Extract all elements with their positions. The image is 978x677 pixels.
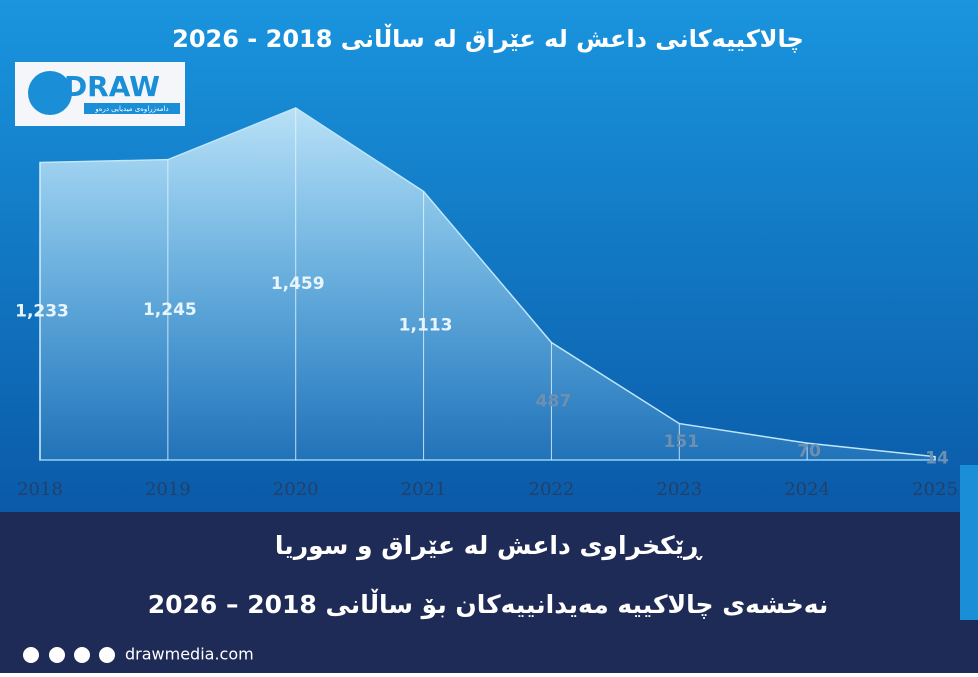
x-tick-label: 2025 [912, 479, 958, 500]
value-label: 487 [536, 391, 572, 411]
chart-title: چالاکییەکانی داعش لە عێراق لە ساڵانی 201… [172, 23, 804, 53]
logo-mark [28, 71, 72, 115]
x-tick-label: 2018 [17, 479, 63, 500]
tiktok-icon [99, 647, 115, 663]
chart: 1,233 2018 1,245 2019 1,459 2020 1,113 2021 487 2… [15, 107, 958, 500]
side-accent [960, 465, 978, 620]
bottom-band [0, 512, 978, 673]
logo-tagline-bar [84, 103, 180, 114]
x-tick-label: 2024 [784, 479, 830, 500]
value-label: 1,245 [143, 300, 197, 320]
value-label: 151 [664, 432, 700, 452]
twitter-icon [74, 647, 90, 663]
x-tick-label: 2021 [401, 479, 447, 500]
subheadline: نەخشەی چالاکییە مەیدانییەکان بۆ ساڵانی 2… [148, 588, 829, 620]
x-tick-label: 2022 [529, 479, 575, 500]
social-icons [23, 647, 115, 663]
value-label: 70 [797, 442, 821, 462]
value-label: 14 [925, 448, 949, 468]
x-tick-label: 2020 [273, 479, 319, 500]
logo-tagline: دامەزراوەی میدیایی درەو [94, 105, 168, 113]
x-tick-label: 2023 [656, 479, 702, 500]
facebook-icon [23, 647, 39, 663]
x-tick-label: 2019 [145, 479, 191, 500]
value-label: 1,459 [271, 274, 325, 294]
value-label: 1,113 [399, 316, 453, 336]
value-label: 1,233 [15, 301, 69, 321]
website: drawmedia.com [125, 645, 254, 664]
logo-name: DRAW [64, 70, 160, 103]
instagram-icon [49, 647, 65, 663]
logo: DRAW دامەزراوەی میدیایی درەو [15, 62, 185, 126]
headline: ڕێکخراوی داعش لە عێراق و سوریا [275, 531, 703, 561]
